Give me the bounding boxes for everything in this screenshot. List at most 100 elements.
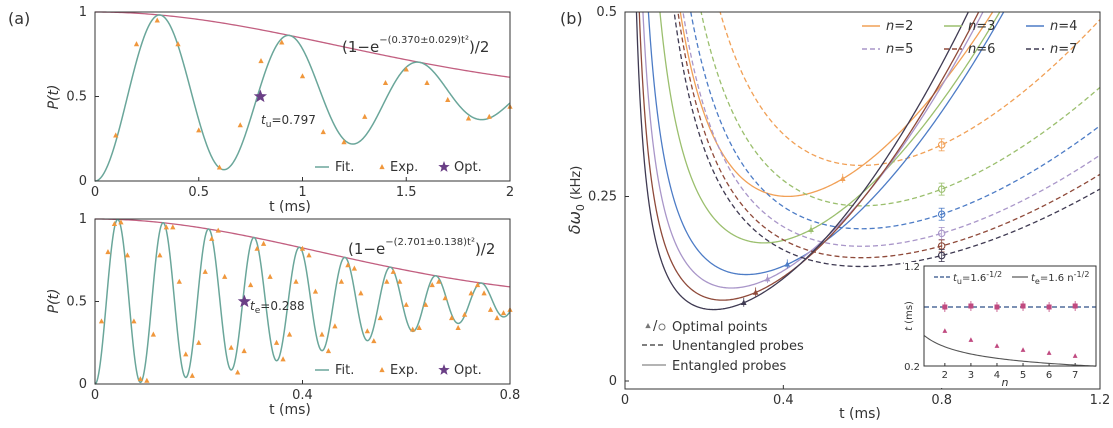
exp-point	[325, 348, 332, 354]
panel-b-frame	[624, 11, 1101, 390]
exp-point	[137, 376, 144, 382]
exp-point	[202, 268, 208, 274]
legend-optimal-slash: /	[653, 319, 658, 334]
exp-point	[280, 356, 286, 362]
exp-point	[371, 338, 377, 344]
envelope-curve	[95, 11, 511, 78]
exp-point	[332, 323, 338, 329]
exp-point	[247, 282, 254, 288]
exp-point	[390, 268, 396, 274]
inset-te-point	[1020, 347, 1026, 352]
exp-point	[273, 339, 280, 345]
y-tick-label: 0	[609, 374, 617, 389]
panel-a-bottom-plot: P(t) 0 0.4 0.8 0 0.5 1 t (ms) (1−e−(2.701±0.1…	[46, 212, 520, 418]
y-tick-label: 1	[79, 212, 87, 227]
panel-a-top-frame	[94, 11, 511, 182]
exp-point	[358, 290, 364, 296]
inset-te-point	[994, 343, 1000, 348]
inset-te-point	[942, 328, 948, 333]
panel-a-top-annotation: tu=0.797	[261, 113, 316, 130]
unentangled-curve-n4	[690, 12, 1100, 230]
entangled-curve-n7	[635, 12, 970, 311]
inset-x-tick-label: 6	[1046, 370, 1052, 381]
exp-point	[196, 127, 202, 133]
x-tick-label: 0.8	[931, 393, 952, 408]
legend-fit-label: Fit.	[335, 363, 354, 378]
inset-legend-tu-label: tu=1.6-1/2	[953, 270, 1002, 286]
exp-point	[345, 262, 351, 268]
x-tick-label: 0	[621, 393, 629, 408]
exp-point	[429, 282, 435, 288]
unentangled-curve-n7	[673, 12, 1100, 268]
inset-te-point	[1072, 353, 1078, 358]
env-main: (1−e	[348, 240, 385, 258]
exp-point	[299, 73, 306, 79]
inset-plot: 2 3 4 5 6 7 0.2 1.2 t (ms) n tu=1.6-1/2 te=1.6 n…	[904, 262, 1097, 389]
env-tail: )/2	[475, 240, 495, 258]
panel-b-ylabel: δω0 (kHz)	[565, 166, 587, 235]
legend-label-n4: n=4	[1050, 19, 1077, 34]
legend-unentangled-label: Unentangled probes	[672, 339, 804, 354]
exp-point	[377, 315, 383, 321]
panel-a-top-plot: (a) P(t) 0 0.5 1 1.5 2 0 0.5 1 t (ms) (1−e−(0.3…	[8, 5, 514, 215]
x-tick-label: 0.8	[500, 388, 521, 403]
exp-point	[237, 122, 243, 128]
exp-point	[144, 377, 150, 383]
ylabel-unit: (kHz)	[569, 166, 584, 204]
exp-point	[319, 331, 325, 337]
exp-point	[351, 265, 358, 271]
inset-y-tick-label: 1.2	[904, 262, 920, 273]
panel-b-optimal-markers	[740, 138, 946, 307]
panel-a-top-exp-points	[113, 17, 513, 170]
env-main: (1−e	[342, 38, 379, 56]
exp-point	[228, 344, 234, 350]
exp-point	[461, 311, 468, 317]
x-tick-label: 0.5	[188, 185, 209, 200]
legend-label-n2: n=2	[886, 19, 913, 34]
exp-point	[500, 310, 507, 316]
exp-point	[423, 301, 429, 307]
inset-x-tick-label: 2	[942, 370, 948, 381]
exp-point	[163, 224, 169, 230]
exp-point	[175, 41, 181, 47]
legend-optimal-label: Optimal points	[672, 320, 768, 335]
exp-point	[494, 315, 500, 321]
exp-point	[397, 278, 403, 284]
entangled-curve-n3	[659, 12, 1001, 244]
unentangled-curve-n3	[700, 12, 1100, 207]
env-exp: −(2.701±0.138)t²	[385, 237, 475, 248]
inset-xlabel: n	[1002, 376, 1009, 389]
panel-a-top-legend: Fit. Exp. Opt.	[315, 160, 482, 175]
exp-point	[436, 278, 442, 284]
exp-point	[222, 273, 228, 279]
exp-point	[410, 326, 416, 332]
panel-a-top-ticks: 0 0.5 1 1.5 2 0 0.5 1	[66, 5, 514, 200]
exp-point	[258, 58, 264, 64]
exp-point	[183, 351, 189, 357]
exp-point	[176, 278, 182, 284]
panel-a-top-xlabel: t (ms)	[269, 199, 311, 215]
panel-b-ticks: 0 0.4 0.8 1.200.250.5	[588, 5, 1110, 408]
opt-star	[253, 89, 268, 103]
panel-a-top-fit-curve	[94, 14, 511, 182]
fit-curve	[94, 14, 511, 182]
exp-point	[105, 249, 111, 255]
inset-x-tick-label: 3	[968, 370, 974, 381]
x-tick-label: 0.4	[292, 388, 313, 403]
exp-point	[416, 324, 422, 330]
ylabel-sub: 0	[574, 204, 587, 211]
x-tick-label: 0.4	[773, 393, 794, 408]
inset-legend: tu=1.6-1/2 te=1.6 n-1/2	[934, 270, 1089, 286]
exp-point	[98, 318, 105, 324]
panel-a-bottom-exp-points	[98, 219, 513, 383]
inset-y-tick-label: 0.2	[904, 362, 920, 373]
inset-x-tick-label: 5	[1020, 370, 1026, 381]
exp-point	[131, 318, 137, 324]
exp-point	[154, 17, 160, 23]
panel-a-bottom-ticks: 0 0.4 0.8 0 0.5 1	[66, 212, 520, 403]
env-tail: )/2	[469, 38, 489, 56]
exp-point	[384, 278, 390, 284]
exp-point	[279, 39, 285, 45]
exp-point	[486, 113, 492, 119]
exp-point	[150, 331, 156, 337]
